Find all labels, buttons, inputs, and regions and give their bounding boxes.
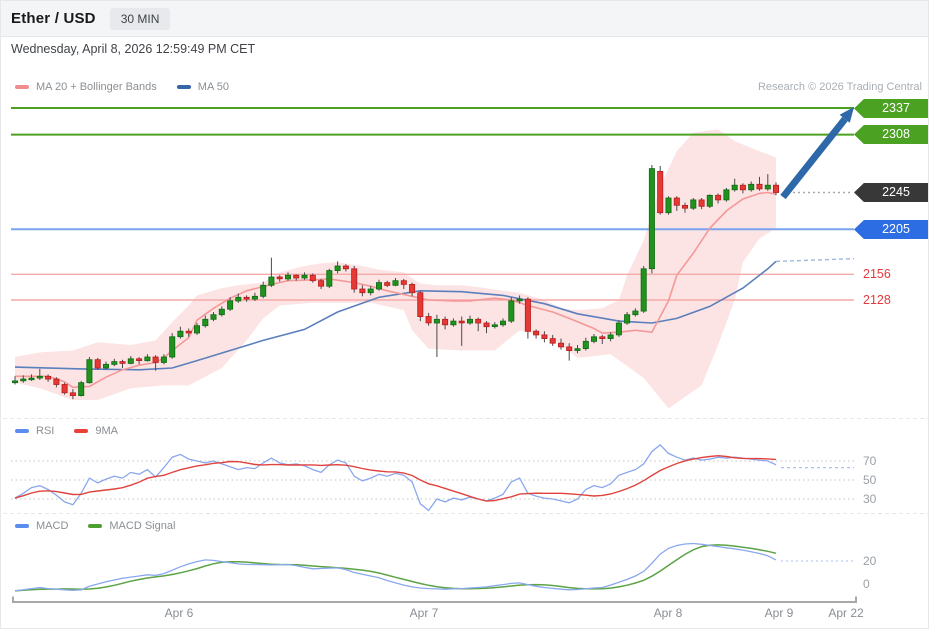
price-target-tag-2308: 2308 [854,125,928,144]
legend-item-ma50: MA 50 [176,81,229,93]
rsi-scale-30: 30 [863,492,877,506]
rsi-swatch [15,429,29,433]
legend-label: MACD [36,520,69,532]
legend-label: MACD Signal [109,520,176,532]
legend-label: MA 20 + Bollinger Bands [36,81,157,93]
ma50-swatch [176,85,191,89]
rsi-9ma-swatch [74,429,89,433]
title-bar: Ether / USD 30 MIN [1,1,928,37]
main-chart-legend: MA 20 + Bollinger Bands MA 50 [15,81,229,93]
rsi-scale-50: 50 [863,473,877,487]
macd-scale-20: 20 [863,554,877,568]
price-target-tag-2205: 2205 [854,220,928,239]
price-level-label-2128: 2128 [863,293,891,307]
macd-scale-0: 0 [863,577,870,591]
macd-swatch [15,524,29,528]
x-axis-label-apr-6: Apr 6 [164,606,194,620]
datetime-label: Wednesday, April 8, 2026 12:59:49 PM CET [11,42,256,56]
macd-signal-swatch [88,524,103,528]
instrument-title: Ether / USD [11,10,96,27]
macd-legend: MACD MACD Signal [15,520,175,532]
legend-item-9ma: 9MA [74,425,118,437]
ma20-bollinger-swatch [15,85,29,89]
legend-item-rsi: RSI [15,425,54,437]
research-watermark: Research © 2026 Trading Central [757,81,922,93]
rsi-scale-70: 70 [863,454,877,468]
price-target-tag-2337: 2337 [854,99,928,118]
timeframe-badge[interactable]: 30 MIN [109,7,171,30]
price-level-label-2156: 2156 [863,267,891,281]
current-price-tag: 2245 [854,183,928,202]
x-axis-label-apr-9: Apr 9 [764,606,794,620]
legend-item-ma20-bollinger: MA 20 + Bollinger Bands [15,81,157,93]
x-axis-label-apr-22: Apr 22 [828,606,864,620]
legend-item-macd-signal: MACD Signal [88,520,175,532]
rsi-legend: RSI 9MA [15,425,118,437]
legend-label: MA 50 [197,81,229,93]
legend-item-macd: MACD [15,520,68,532]
x-axis-label-apr-8: Apr 8 [653,606,683,620]
legend-label: 9MA [95,425,118,437]
x-axis-label-apr-7: Apr 7 [409,606,439,620]
legend-label: RSI [36,425,55,437]
